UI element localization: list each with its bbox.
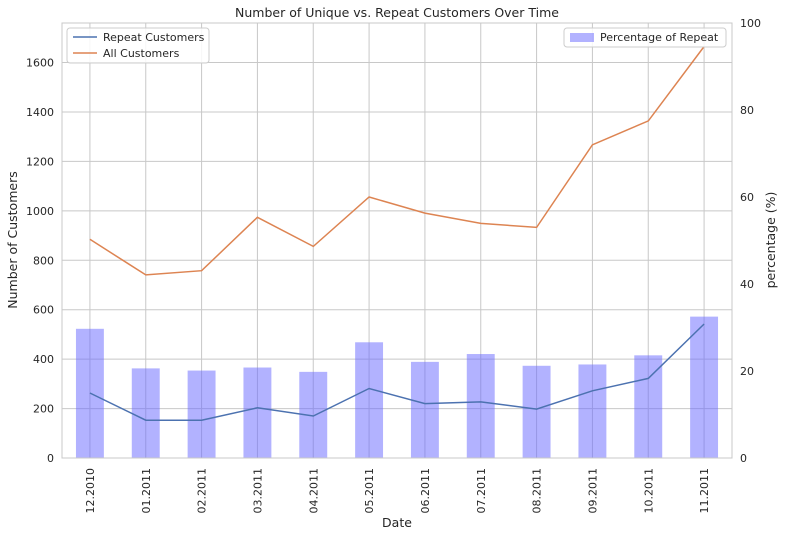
bar-percentage-repeat (634, 355, 663, 458)
x-tick-label: 02.2011 (196, 468, 209, 514)
y-tick-left-label: 1000 (26, 205, 54, 218)
y-tick-right-label: 80 (740, 104, 754, 117)
y-tick-right-label: 20 (740, 365, 754, 378)
legend-label-percentage: Percentage of Repeat (600, 31, 719, 44)
x-tick-label: 03.2011 (251, 468, 264, 514)
x-tick-label: 10.2011 (642, 468, 655, 514)
plot-frame (61, 22, 733, 459)
y-tick-left-label: 600 (33, 304, 54, 317)
x-tick-label: 01.2011 (140, 468, 153, 514)
x-tick-label: 04.2011 (307, 468, 320, 514)
bar-percentage-repeat (131, 368, 160, 458)
legend-label-all: All Customers (103, 47, 180, 60)
bar-percentage-repeat (466, 354, 495, 458)
y-tick-left-label: 1200 (26, 155, 54, 168)
y-axis-label-left: Number of Customers (5, 171, 20, 308)
x-tick-label: 11.2011 (698, 468, 711, 514)
x-tick-label: 07.2011 (475, 468, 488, 514)
y-tick-right-label: 0 (740, 452, 747, 465)
x-tick-label: 05.2011 (363, 468, 376, 514)
y-tick-left-label: 400 (33, 353, 54, 366)
legend-swatch-percentage (570, 33, 594, 42)
legend-bars: Percentage of Repeat (563, 27, 727, 48)
bar-percentage-repeat (578, 364, 607, 458)
y-tick-right-label: 100 (740, 17, 761, 30)
bar-percentage-repeat (410, 361, 439, 458)
bar-percentage-repeat (187, 370, 216, 458)
y-tick-left-label: 200 (33, 403, 54, 416)
y-tick-left-label: 1400 (26, 106, 54, 119)
chart-title: Number of Unique vs. Repeat Customers Ov… (235, 5, 559, 20)
y-tick-right-label: 60 (740, 191, 754, 204)
bar-percentage-repeat (690, 316, 719, 458)
y-tick-left-label: 800 (33, 254, 54, 267)
lines (89, 46, 705, 421)
plot-area (62, 23, 732, 458)
line-series-repeat-customers (89, 323, 705, 421)
x-tick-label: 09.2011 (586, 468, 599, 514)
legend-bars-box (563, 27, 727, 48)
x-tick-label: 12.2010 (84, 468, 97, 514)
bar-percentage-repeat (243, 367, 272, 458)
y-tick-left-label: 0 (47, 452, 54, 465)
x-tick-label: 08.2011 (531, 468, 544, 514)
legend-lines-box (66, 27, 210, 64)
y-tick-left-label: 1600 (26, 57, 54, 70)
y-tick-right-label: 40 (740, 278, 754, 291)
x-axis-label: Date (382, 515, 412, 530)
bar-percentage-repeat (355, 342, 384, 458)
line-series-all-customers (89, 46, 705, 276)
y-axis-label-right: percentage (%) (763, 192, 778, 289)
bars (75, 316, 719, 458)
legend-label-repeat: Repeat Customers (103, 31, 205, 44)
bar-percentage-repeat (522, 365, 551, 458)
legend-lines: Repeat Customers All Customers (66, 27, 210, 64)
x-tick-label: 06.2011 (419, 468, 432, 514)
